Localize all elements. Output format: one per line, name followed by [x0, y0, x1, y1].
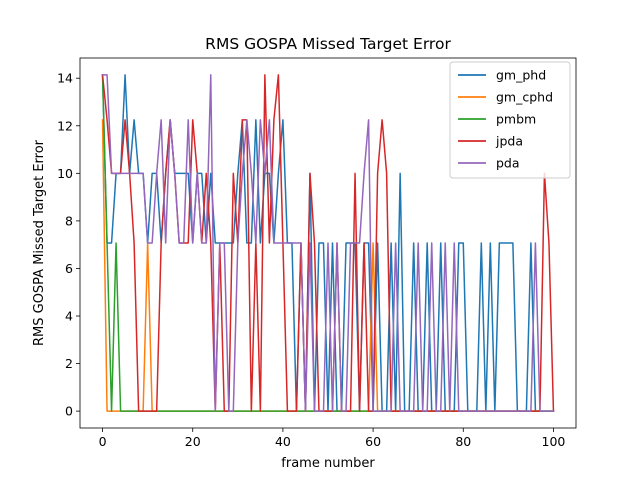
- y-axis: 0 2 4 6 8 10 12 14: [57, 71, 80, 419]
- x-tick-label: 80: [455, 434, 471, 449]
- legend-label-jpda: jpda: [495, 134, 523, 149]
- y-tick-label: 14: [57, 71, 73, 86]
- series-line-pda: [101, 74, 555, 412]
- legend-label-gm_phd: gm_phd: [496, 68, 546, 83]
- y-tick-label: 2: [65, 356, 73, 371]
- legend-box: [449, 61, 571, 179]
- legend-label-pda: pda: [496, 156, 520, 171]
- chart-title: RMS GOSPA Missed Target Error: [205, 35, 451, 53]
- y-tick-label: 4: [65, 309, 73, 324]
- y-tick-label: 10: [57, 166, 73, 181]
- x-tick-label: 0: [99, 434, 107, 449]
- x-tick-label: 100: [542, 434, 566, 449]
- x-axis-label: frame number: [281, 456, 375, 471]
- y-axis-label: RMS GOSPA Missed Target Error: [32, 139, 47, 346]
- x-tick-label: 60: [365, 434, 381, 449]
- y-tick-label: 6: [65, 261, 73, 276]
- y-tick-label: 8: [65, 213, 73, 228]
- y-tick-label: 0: [65, 404, 73, 419]
- legend-label-gm_cphd: gm_cphd: [496, 90, 553, 105]
- series-layer: [101, 74, 555, 412]
- y-tick-label: 12: [57, 118, 73, 133]
- x-tick-label: 40: [275, 434, 291, 449]
- x-tick-label: 20: [185, 434, 201, 449]
- plot-frame: [79, 57, 577, 429]
- x-axis: 0 20 40 60 80 100: [99, 428, 566, 449]
- legend-label-pmbm: pmbm: [496, 112, 536, 127]
